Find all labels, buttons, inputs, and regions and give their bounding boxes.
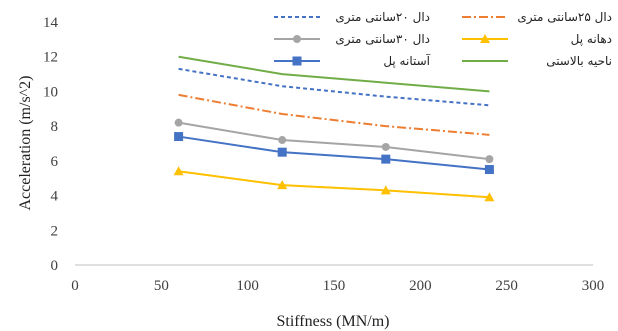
series-line-6 [178,55,490,93]
data-point [485,155,494,164]
data-point [277,180,288,190]
legend: دال ۲۰سانتی متری دال ۲۵سانتی متری دال ۳۰سا… [274,10,612,68]
data-point [484,165,494,175]
y-tick-label: 6 [51,154,59,170]
y-tick-label: 2 [51,223,59,239]
series-line-2 [178,93,490,136]
data-point [278,136,287,145]
x-tick-label: 100 [236,278,259,294]
legend-marker [480,34,490,43]
data-point [484,192,495,202]
legend-marker [292,56,302,66]
series-line-1 [178,67,490,107]
x-tick-label: 200 [409,278,432,294]
legend-label-1: دال ۲۰سانتی متری [335,10,430,25]
legend-label-3: دال ۳۰سانتی متری [335,32,430,47]
legend-label-5: آستانه پل [383,53,430,68]
x-tick-label: 50 [154,278,169,294]
legend-label-4: دهانه پل [571,32,612,46]
y-tick-label: 14 [43,15,59,31]
tick-labels: 0 50 100 150 200 250 300 0 2 4 6 8 10 12 14 [43,15,604,294]
data-point [173,166,184,176]
series-line-4 [178,170,490,199]
y-tick-label: 12 [43,50,58,66]
x-tick-label: 0 [71,278,79,294]
data-point [174,118,183,127]
x-tick-label: 150 [323,278,346,294]
x-axis-label: Stiffness (MN/m) [276,313,389,330]
y-tick-label: 8 [51,119,59,135]
y-tick-label: 0 [51,258,59,274]
data-point [381,154,391,164]
series-lines [173,55,495,202]
legend-label-2: دال ۲۵سانتی متری [517,10,612,25]
series-line-3 [178,121,490,161]
y-axis-label: Acceleration (m/s^2) [17,75,34,210]
data-point [277,147,287,157]
data-point [381,142,390,151]
y-tick-label: 4 [51,189,59,205]
legend-marker [293,35,301,43]
x-tick-label: 300 [582,278,605,294]
series-line-5 [178,135,490,171]
data-point [380,185,391,195]
data-point [174,132,184,142]
y-tick-label: 10 [43,84,58,100]
legend-label-6: ناحیه بالاستی [546,54,612,68]
x-tick-label: 250 [495,278,518,294]
